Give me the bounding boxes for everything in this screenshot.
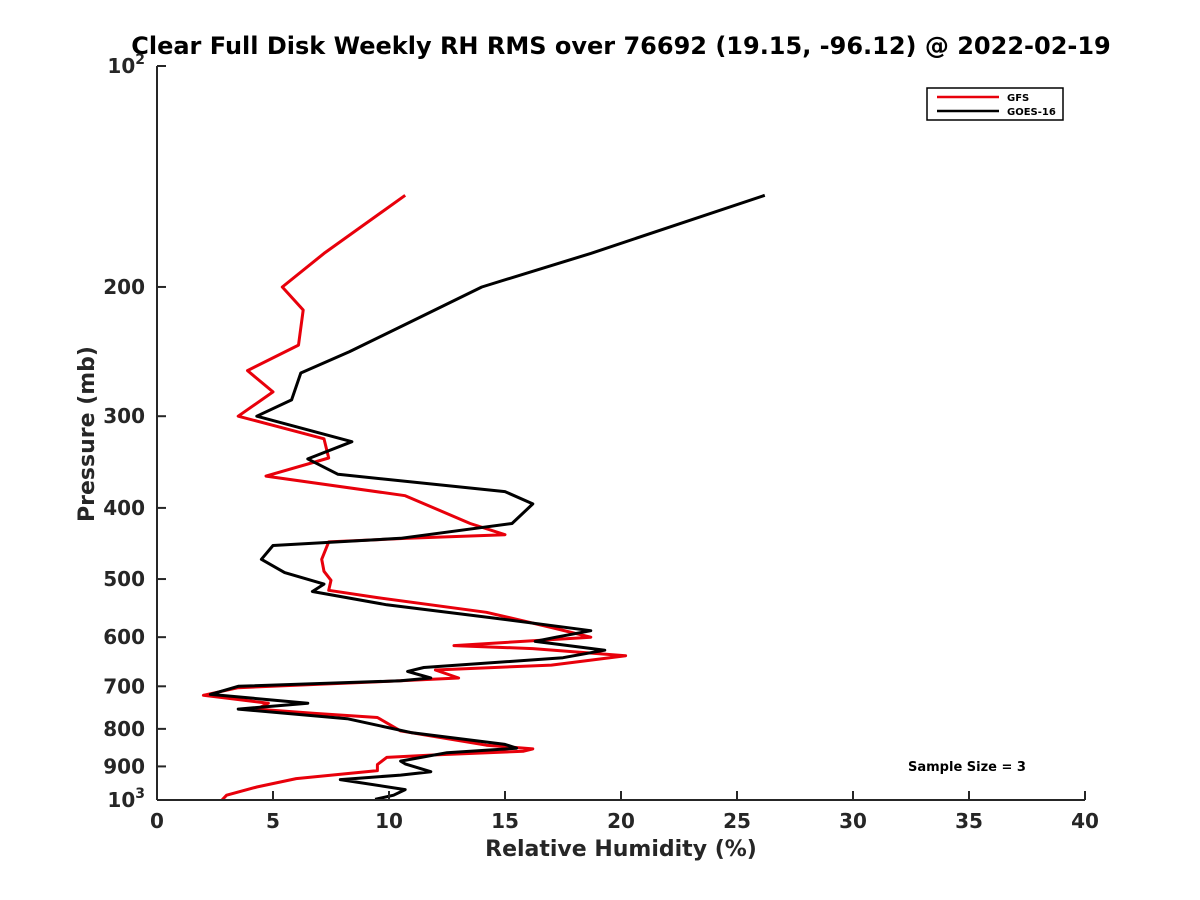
legend-box	[926, 87, 1064, 121]
x-tick-label: 0	[150, 809, 164, 833]
x-axis-label: Relative Humidity (%)	[485, 837, 757, 862]
y-tick-label: 400	[103, 496, 145, 520]
x-tick-label: 30	[839, 809, 867, 833]
y-axis-label: Pressure (mb)	[75, 346, 100, 522]
x-tick-label: 25	[723, 809, 751, 833]
x-tick-label: 5	[266, 809, 280, 833]
chart-title: Clear Full Disk Weekly RH RMS over 76692…	[131, 32, 1111, 60]
y-tick-label: 800	[103, 717, 145, 741]
x-tick-label: 10	[375, 809, 403, 833]
x-tick-label: 15	[491, 809, 519, 833]
y-tick-label: 700	[103, 674, 145, 698]
y-tick-label: 103	[107, 786, 145, 812]
legend: GFS GOES-16	[926, 87, 1064, 121]
legend-label-gfs: GFS	[1007, 93, 1029, 104]
y-tick-label: 300	[103, 404, 145, 428]
y-tick-label: 900	[103, 754, 145, 778]
legend-label-goes-16: GOES-16	[1007, 107, 1056, 118]
y-tick-label: 200	[103, 275, 145, 299]
sample-size-annotation: Sample Size = 3	[908, 760, 1026, 775]
x-tick-label: 20	[607, 809, 635, 833]
series-layer	[201, 193, 766, 802]
x-tick-label: 40	[1071, 809, 1099, 833]
y-tick-label: 600	[103, 625, 145, 649]
axes-layer: 0 5 10 15 20 25 30 35 40 102 200 300 400 500 600 700 800…	[103, 52, 1099, 833]
series-line-goes-16	[208, 193, 766, 801]
series-line-gfs	[201, 194, 628, 802]
y-tick-label: 500	[103, 567, 145, 591]
y-tick-label: 102	[107, 52, 145, 78]
x-tick-label: 35	[955, 809, 983, 833]
